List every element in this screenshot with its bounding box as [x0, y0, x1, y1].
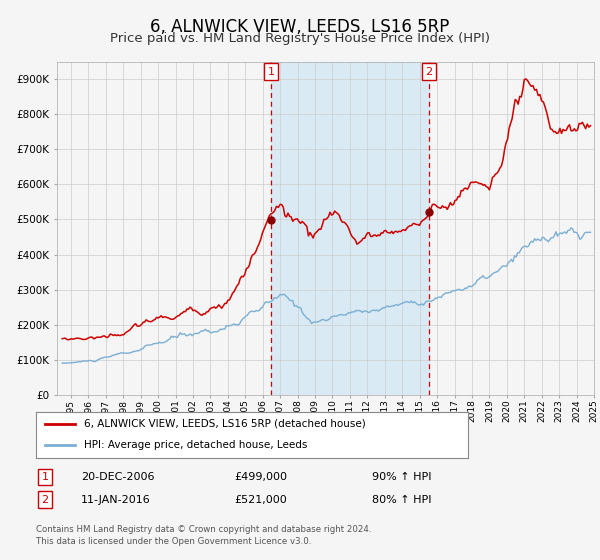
Text: Price paid vs. HM Land Registry's House Price Index (HPI): Price paid vs. HM Land Registry's House … [110, 32, 490, 45]
Text: 90% ↑ HPI: 90% ↑ HPI [372, 472, 431, 482]
Text: £521,000: £521,000 [234, 494, 287, 505]
Text: £499,000: £499,000 [234, 472, 287, 482]
Text: 11-JAN-2016: 11-JAN-2016 [81, 494, 151, 505]
Text: 80% ↑ HPI: 80% ↑ HPI [372, 494, 431, 505]
Text: 1: 1 [268, 67, 274, 77]
Text: Contains HM Land Registry data © Crown copyright and database right 2024.
This d: Contains HM Land Registry data © Crown c… [36, 525, 371, 546]
Text: 2: 2 [41, 494, 49, 505]
Text: 2: 2 [425, 67, 433, 77]
Text: 6, ALNWICK VIEW, LEEDS, LS16 5RP: 6, ALNWICK VIEW, LEEDS, LS16 5RP [151, 18, 449, 36]
Text: HPI: Average price, detached house, Leeds: HPI: Average price, detached house, Leed… [83, 440, 307, 450]
Text: 6, ALNWICK VIEW, LEEDS, LS16 5RP (detached house): 6, ALNWICK VIEW, LEEDS, LS16 5RP (detach… [83, 419, 365, 429]
Text: 1: 1 [41, 472, 49, 482]
Text: 20-DEC-2006: 20-DEC-2006 [81, 472, 155, 482]
Bar [271, 62, 429, 395]
